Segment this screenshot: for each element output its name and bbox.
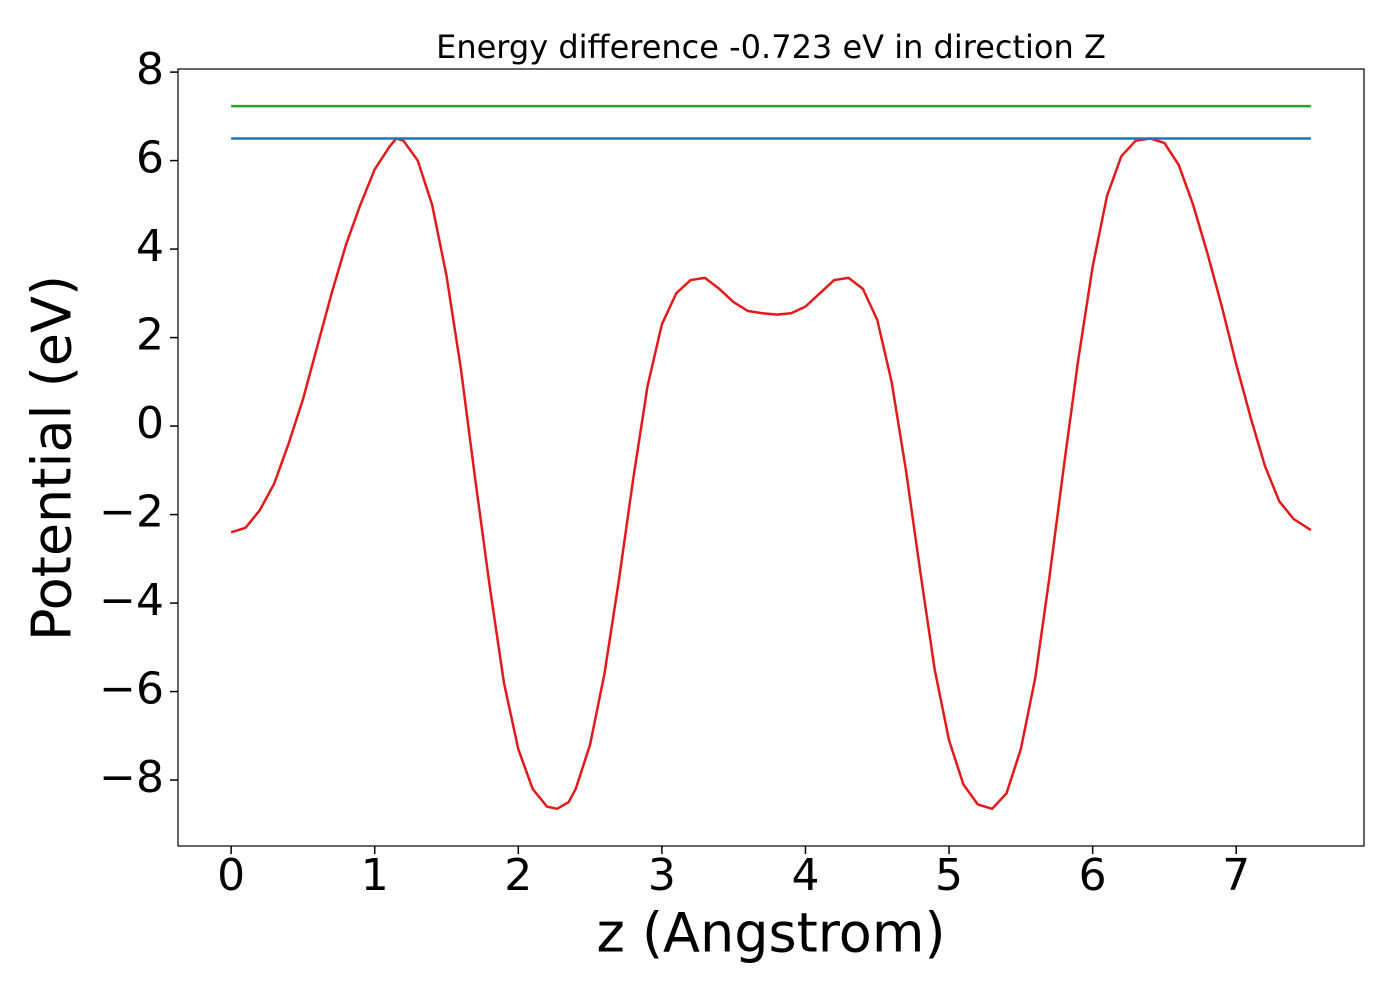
y-tick-label: −6 [99, 664, 164, 715]
y-tick-label: −2 [99, 487, 164, 538]
x-tick-label: 1 [361, 850, 389, 901]
y-tick-label: 6 [136, 133, 164, 184]
y-tick-label: −4 [99, 575, 164, 626]
x-tick-label: 4 [791, 850, 819, 901]
chart-title: Energy difference -0.723 eV in direction… [436, 28, 1106, 66]
x-axis-label: z (Angstrom) [596, 902, 945, 965]
y-tick-label: 2 [136, 310, 164, 361]
y-tick-label: 4 [136, 221, 164, 272]
x-tick-label: 0 [217, 850, 245, 901]
y-tick-label: −8 [99, 752, 164, 803]
x-tick-label: 2 [504, 850, 532, 901]
x-tick-label: 3 [648, 850, 676, 901]
y-axis-label: Potential (eV) [21, 275, 84, 641]
x-tick-label: 6 [1079, 850, 1107, 901]
y-tick-label: 0 [136, 398, 164, 449]
x-tick-label: 5 [935, 850, 963, 901]
x-tick-label: 7 [1222, 850, 1250, 901]
y-tick-label: 8 [136, 44, 164, 95]
series-line [230, 137, 1312, 811]
plot-frame [177, 68, 1365, 847]
